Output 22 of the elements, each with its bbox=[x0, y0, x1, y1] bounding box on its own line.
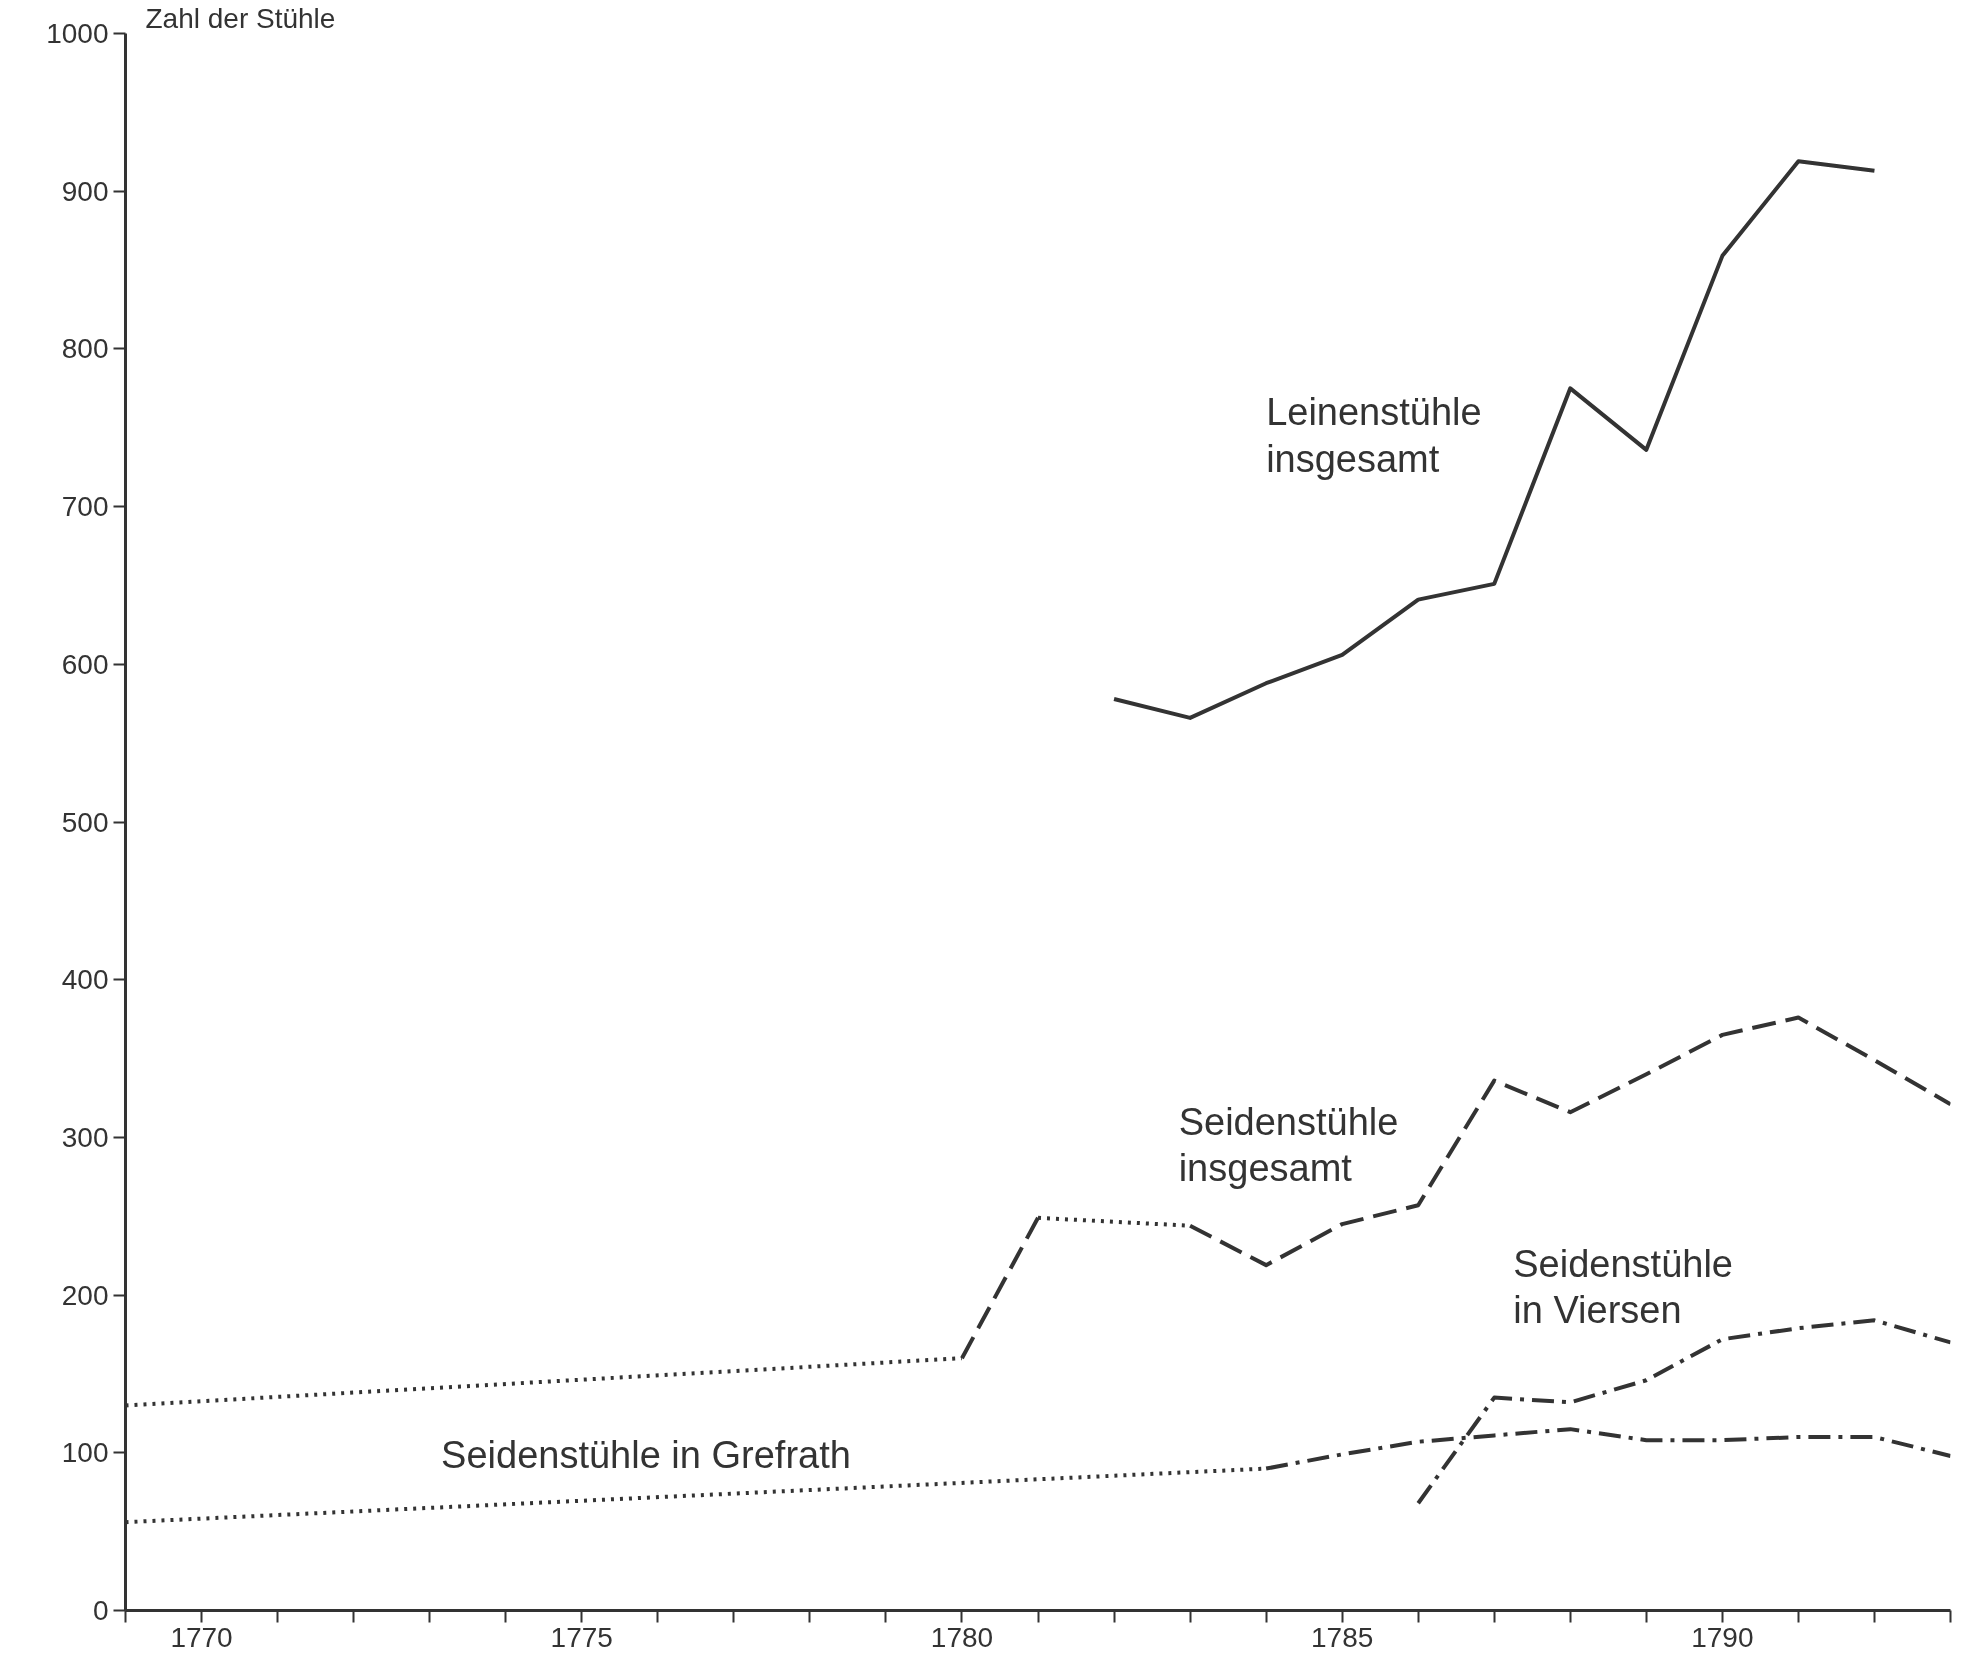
x-tick-label: 1790 bbox=[1691, 1621, 1754, 1653]
x-tick-label: 1775 bbox=[550, 1621, 613, 1653]
y-tick-label: 600 bbox=[61, 648, 109, 680]
y-tick-label: 200 bbox=[61, 1279, 109, 1311]
x-tick-label: 1770 bbox=[170, 1621, 233, 1653]
series-label: Leinenstühle insgesamt bbox=[1266, 391, 1482, 480]
y-tick-label: 900 bbox=[61, 175, 109, 207]
x-tick-label: 1785 bbox=[1311, 1621, 1374, 1653]
y-tick-label: 700 bbox=[61, 491, 109, 523]
series-label: Seidenstühle insgesamt bbox=[1178, 1101, 1399, 1190]
y-tick-label: 100 bbox=[61, 1437, 109, 1469]
series-label: Seidenstühle in Viersen bbox=[1513, 1243, 1733, 1332]
y-tick-label: 500 bbox=[61, 806, 109, 838]
y-tick-label: 300 bbox=[61, 1121, 109, 1153]
y-axis-title: Zahl der Stühle bbox=[145, 2, 336, 34]
y-tick-label: 1000 bbox=[46, 18, 109, 49]
y-tick-label: 0 bbox=[92, 1595, 109, 1626]
y-tick-label: 400 bbox=[61, 964, 109, 996]
x-tick-label: 1780 bbox=[930, 1621, 994, 1653]
line-series bbox=[1112, 159, 1877, 720]
series-label: Seidenstühle in Grefrath bbox=[441, 1433, 851, 1476]
y-tick-label: 800 bbox=[61, 333, 109, 365]
